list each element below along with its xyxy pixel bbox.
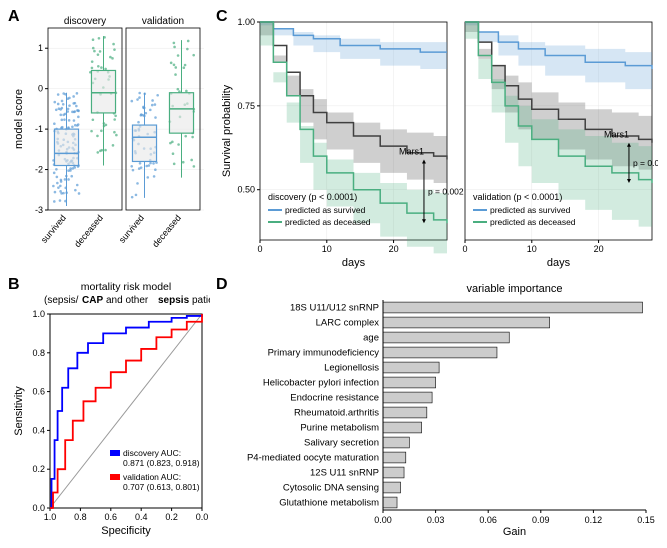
- panel-c-label: C: [216, 8, 228, 26]
- svg-text:20: 20: [389, 244, 399, 254]
- svg-text:sepsis: sepsis: [158, 295, 190, 306]
- svg-text:and other: and other: [106, 295, 149, 306]
- panel-d-label: D: [216, 276, 228, 294]
- svg-text:days: days: [547, 257, 571, 269]
- figure-grid: A -3-2-101discoverysurviveddeceasedvalid…: [10, 10, 657, 538]
- svg-text:0.2: 0.2: [165, 512, 178, 522]
- svg-text:0.8: 0.8: [74, 512, 87, 522]
- svg-text:0.09: 0.09: [532, 515, 550, 525]
- svg-text:p = 0.002: p = 0.002: [428, 186, 464, 196]
- svg-text:validation: validation: [142, 16, 184, 27]
- svg-text:LARC complex: LARC complex: [316, 318, 380, 329]
- svg-text:Primary immunodeficiency: Primary immunodeficiency: [268, 348, 380, 359]
- svg-text:1.0: 1.0: [44, 512, 57, 522]
- panel-a-svg: -3-2-101discoverysurviveddeceasedvalidat…: [10, 10, 210, 270]
- svg-text:Survival probability: Survival probability: [221, 84, 233, 177]
- svg-text:10: 10: [527, 244, 537, 254]
- svg-text:-1: -1: [35, 124, 43, 134]
- svg-text:CAP: CAP: [82, 295, 103, 306]
- svg-text:0.12: 0.12: [585, 515, 603, 525]
- svg-text:0.75: 0.75: [237, 101, 255, 111]
- svg-text:Legionellosis: Legionellosis: [324, 363, 379, 374]
- svg-text:18S U11/U12 snRNP: 18S U11/U12 snRNP: [290, 303, 379, 314]
- svg-text:20: 20: [594, 244, 604, 254]
- svg-text:1.0: 1.0: [32, 309, 45, 319]
- svg-text:Endocrine resistance: Endocrine resistance: [290, 393, 379, 404]
- svg-text:Rheumatoid.arthritis: Rheumatoid.arthritis: [294, 408, 379, 419]
- svg-text:validation (p < 0.0001): validation (p < 0.0001): [473, 192, 562, 202]
- svg-text:patients): patients): [192, 295, 210, 306]
- svg-text:discovery AUC:: discovery AUC:: [123, 448, 181, 458]
- svg-text:1: 1: [38, 43, 43, 53]
- svg-text:0.03: 0.03: [427, 515, 445, 525]
- svg-text:0.6: 0.6: [105, 512, 118, 522]
- svg-text:discovery: discovery: [64, 16, 106, 27]
- svg-text:Specificity: Specificity: [101, 525, 151, 537]
- svg-text:Mars1: Mars1: [604, 130, 629, 140]
- svg-text:variable importance: variable importance: [467, 283, 563, 295]
- svg-text:(sepsis/: (sepsis/: [44, 295, 79, 306]
- panel-b: B mortality risk model(sepsis/CAP and ot…: [10, 278, 210, 538]
- svg-text:Gain: Gain: [503, 526, 526, 538]
- svg-text:survived: survived: [117, 213, 146, 245]
- svg-text:Salivary secretion: Salivary secretion: [304, 438, 379, 449]
- panel-d: D variable importance 18S U11/U12 snRNP LA…: [218, 278, 658, 538]
- svg-text:Mars1: Mars1: [399, 147, 424, 157]
- svg-text:0.0: 0.0: [196, 512, 209, 522]
- svg-text:0.8: 0.8: [32, 348, 45, 358]
- svg-text:age: age: [363, 333, 379, 344]
- panel-c-svg: 0.50 0.75 1.00 0 10 20 Mars1 p = 0.002 discovery…: [218, 10, 658, 270]
- panel-a-label: A: [8, 8, 20, 26]
- svg-text:Sensitivity: Sensitivity: [13, 386, 25, 436]
- svg-text:10: 10: [322, 244, 332, 254]
- svg-text:0.0: 0.0: [32, 503, 45, 513]
- svg-text:Glutathione metabolism: Glutathione metabolism: [279, 498, 379, 509]
- svg-text:0.4: 0.4: [135, 512, 148, 522]
- svg-text:discovery (p < 0.0001): discovery (p < 0.0001): [268, 192, 357, 202]
- svg-text:survived: survived: [39, 213, 68, 245]
- svg-text:p = 0.05: p = 0.05: [633, 158, 658, 168]
- svg-text:-3: -3: [35, 205, 43, 215]
- svg-text:0.6: 0.6: [32, 387, 45, 397]
- svg-text:1.00: 1.00: [237, 17, 255, 27]
- svg-text:0.871 (0.823, 0.918): 0.871 (0.823, 0.918): [123, 458, 200, 468]
- svg-text:0.2: 0.2: [32, 464, 45, 474]
- svg-text:0.06: 0.06: [479, 515, 497, 525]
- svg-text:predicted as survived: predicted as survived: [490, 205, 571, 215]
- svg-text:P4-mediated oocyte maturation: P4-mediated oocyte maturation: [247, 453, 379, 464]
- svg-text:mortality risk model: mortality risk model: [81, 281, 171, 293]
- svg-text:predicted as deceased: predicted as deceased: [490, 217, 576, 227]
- svg-text:-2: -2: [35, 165, 43, 175]
- svg-text:0.15: 0.15: [637, 515, 655, 525]
- svg-text:0: 0: [462, 244, 467, 254]
- svg-text:0: 0: [257, 244, 262, 254]
- svg-text:0.00: 0.00: [374, 515, 392, 525]
- svg-text:Helicobacter pylori infection: Helicobacter pylori infection: [263, 378, 379, 389]
- svg-text:predicted as deceased: predicted as deceased: [285, 217, 371, 227]
- panel-b-svg: mortality risk model(sepsis/CAP and othe…: [10, 278, 210, 538]
- panel-b-label: B: [8, 276, 20, 294]
- svg-text:deceased: deceased: [72, 213, 105, 249]
- svg-text:Purine metabolism: Purine metabolism: [300, 423, 379, 434]
- svg-text:12S U11 snRNP: 12S U11 snRNP: [310, 468, 379, 479]
- svg-text:Cytosolic DNA sensing: Cytosolic DNA sensing: [283, 483, 379, 494]
- svg-text:0.707 (0.613, 0.801): 0.707 (0.613, 0.801): [123, 482, 200, 492]
- panel-a: A -3-2-101discoverysurviveddeceasedvalid…: [10, 10, 210, 270]
- panel-d-svg: variable importance 18S U11/U12 snRNP LARC…: [218, 278, 658, 538]
- svg-text:predicted as survived: predicted as survived: [285, 205, 366, 215]
- svg-text:validation AUC:: validation AUC:: [123, 472, 181, 482]
- svg-text:days: days: [342, 257, 366, 269]
- svg-text:0.4: 0.4: [32, 425, 45, 435]
- svg-text:0.50: 0.50: [237, 185, 255, 195]
- panel-c: C 0.50 0.75 1.00 0 10 20 Mars1 p = 0.002 discove…: [218, 10, 658, 270]
- svg-text:0: 0: [38, 84, 43, 94]
- svg-text:model score: model score: [13, 89, 25, 149]
- svg-text:deceased: deceased: [150, 213, 183, 249]
